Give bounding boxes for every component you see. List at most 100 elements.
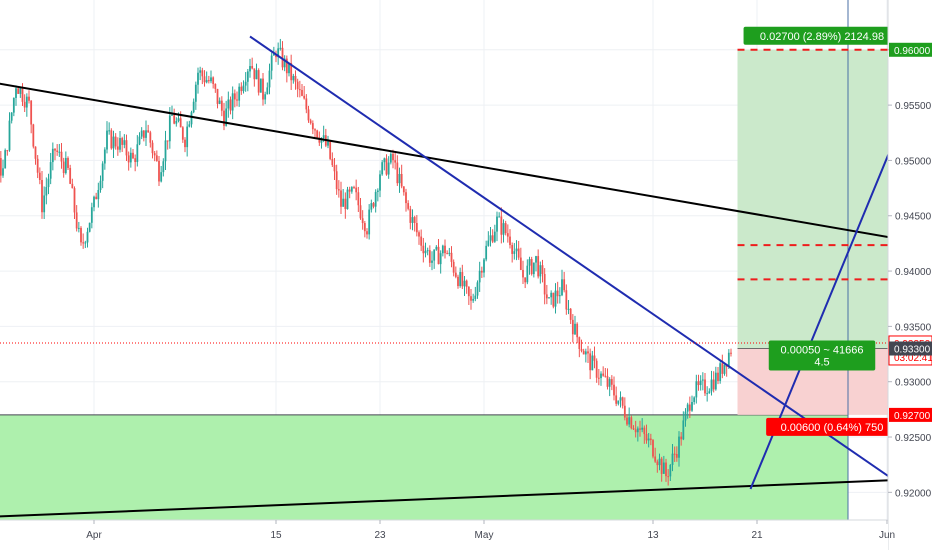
candle-down: [372, 203, 375, 207]
candle-up: [671, 453, 674, 465]
candle-up: [658, 458, 661, 466]
candle-down: [149, 132, 152, 143]
dashed-levels: [737, 48, 921, 281]
candle-up: [175, 120, 178, 124]
candle-up: [370, 203, 373, 210]
candle-up: [678, 436, 680, 458]
candle-down: [60, 151, 63, 162]
candle-up: [723, 364, 726, 374]
candle-down: [446, 253, 449, 255]
candle-up: [160, 172, 163, 182]
time-tick-label: Jun: [879, 530, 895, 541]
candle-down: [652, 440, 654, 457]
candle-down: [32, 124, 35, 147]
candle-down: [509, 236, 511, 246]
candle-up: [12, 97, 15, 113]
candle-up: [389, 153, 392, 163]
candle-down: [132, 152, 134, 159]
candle-up: [8, 120, 11, 151]
candle-up: [515, 248, 518, 252]
target-price-tag-bg: [889, 42, 932, 57]
candle-down: [595, 360, 598, 378]
candle-down: [294, 75, 297, 82]
candle-up: [483, 259, 485, 273]
price-axis-bg: [888, 0, 932, 550]
candle-down: [541, 265, 544, 274]
candle-up: [567, 308, 570, 310]
candle-down: [41, 179, 43, 213]
candle-up: [197, 72, 199, 85]
candle-down: [385, 158, 388, 175]
candle-up: [283, 58, 286, 68]
candle-down: [563, 279, 566, 291]
candles: [0, 38, 732, 486]
candle-up: [97, 189, 100, 200]
price-tick-label: 0.92000: [895, 488, 932, 499]
candle-up: [379, 174, 381, 191]
candle-up: [272, 53, 275, 56]
candle-down: [569, 308, 572, 320]
candle-down: [461, 272, 464, 287]
candle-up: [51, 148, 54, 163]
candle-up: [231, 93, 234, 111]
candle-up: [574, 323, 576, 335]
price-axis: 0.92000 0.92500 0.93000 0.93500 0.94000 0.945…: [887, 0, 932, 550]
candle-down: [21, 87, 24, 102]
candle-down: [522, 269, 524, 278]
candle-down: [643, 427, 646, 435]
candle-down: [504, 223, 507, 234]
candle-up: [108, 130, 111, 132]
candle-up: [19, 87, 22, 94]
candle-down: [114, 136, 117, 147]
candle-down: [656, 461, 659, 466]
candle-up: [188, 124, 191, 127]
candle-down: [593, 355, 596, 361]
candle-down: [543, 273, 546, 295]
candle-down: [649, 438, 652, 441]
candle-up: [242, 85, 245, 92]
candle-down: [54, 148, 56, 151]
candle-down: [565, 290, 568, 310]
candle-down: [303, 95, 306, 99]
time-axis: Apr1523May1321Jun17Jul15: [0, 519, 895, 550]
candle-down: [214, 83, 217, 89]
candle-down: [604, 375, 607, 377]
candle-up: [346, 189, 349, 210]
candle-up: [636, 428, 639, 433]
candle-up: [548, 297, 550, 299]
candle-down: [212, 77, 215, 84]
candle-down: [181, 127, 184, 140]
candle-down: [142, 130, 145, 138]
position-boxes: [737, 0, 907, 520]
candle-down: [610, 379, 613, 385]
candle-up: [15, 88, 17, 98]
candle-down: [630, 417, 633, 429]
candle-down: [667, 476, 670, 478]
candle-up: [693, 397, 696, 403]
candle-up: [719, 363, 722, 381]
candle-down: [545, 294, 548, 299]
candle-up: [227, 99, 230, 109]
candle-down: [223, 110, 225, 126]
candle-up: [225, 108, 228, 126]
candle-down: [355, 187, 358, 193]
candle-down: [589, 353, 592, 371]
candle-down: [296, 81, 299, 90]
candle-down: [450, 252, 453, 262]
candle-down: [151, 142, 154, 154]
candle-up: [376, 190, 379, 192]
candle-up: [322, 135, 325, 139]
candle-down: [38, 172, 41, 180]
candle-up: [190, 112, 193, 125]
candle-down: [517, 248, 520, 258]
candle-down: [552, 292, 555, 307]
candle-up: [387, 162, 390, 175]
candle-down: [420, 236, 423, 246]
candle-down: [418, 232, 420, 237]
candle-up: [532, 262, 535, 275]
candle-up: [502, 223, 505, 235]
candle-down: [409, 208, 412, 223]
candle-down: [56, 150, 59, 152]
